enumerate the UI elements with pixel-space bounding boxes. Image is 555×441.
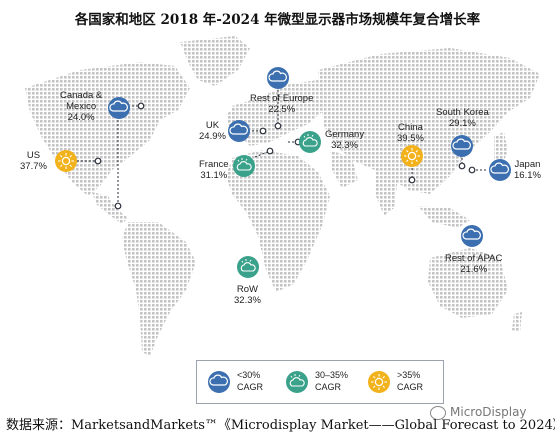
region-markers	[55, 67, 511, 278]
marker-canada-mexico	[108, 97, 130, 119]
label-south-korea: South Korea 29.1%	[436, 107, 489, 129]
watermark-text: MicroDisplay	[450, 405, 527, 419]
label-us: US 37.7%	[20, 150, 47, 172]
legend-item-low: <30% CAGR	[207, 367, 279, 397]
label-rest-of-apac: Rest of APAC 21.6%	[445, 253, 502, 275]
region-name: China	[398, 122, 423, 133]
region-name: France	[199, 159, 229, 170]
marker-japan	[489, 159, 511, 181]
marker-rest-of-europe	[267, 67, 289, 89]
region-cagr: 16.1%	[514, 170, 541, 181]
region-cagr: 39.5%	[397, 133, 424, 144]
region-cagr: 37.7%	[20, 161, 47, 172]
region-name: South Korea	[436, 107, 489, 118]
legend: <30% CAGR 30–35% CAGR >35% CAGR	[196, 360, 444, 404]
label-china: China 39.5%	[397, 122, 424, 144]
legend-label: <30% CAGR	[237, 370, 264, 392]
sun-icon	[368, 371, 390, 393]
marker-germany	[299, 131, 321, 153]
wechat-icon	[430, 405, 446, 420]
marker-uk	[228, 120, 250, 142]
chart-title: 各国家和地区 2018 年-2024 年微型显示器市场规模年复合增长率	[74, 12, 481, 28]
sun-cloud-icon	[286, 371, 308, 393]
region-cagr: 29.1%	[448, 118, 476, 129]
region-cagr: 32.3%	[234, 295, 261, 306]
cloud-icon	[208, 371, 230, 393]
region-cagr: 31.1%	[200, 170, 228, 181]
region-name: RoW	[236, 284, 259, 295]
region-cagr: 32.3%	[331, 140, 358, 151]
legend-item-mid: 30–35% CAGR	[285, 367, 365, 397]
label-germany: Germany 32.3%	[325, 129, 364, 151]
region-name: UK	[205, 120, 220, 131]
marker-south-korea	[451, 135, 473, 157]
region-name: Canada & Mexico	[60, 90, 103, 112]
legend-label: >35% CAGR	[397, 370, 424, 392]
region-name: Germany	[325, 129, 365, 140]
legend-label: 30–35% CAGR	[315, 370, 349, 392]
region-name: Rest of APAC	[445, 253, 503, 264]
label-canada-mexico: Canada & Mexico 24.0%	[60, 90, 102, 123]
label-uk: UK 24.9%	[199, 120, 226, 142]
region-cagr: 22.5%	[268, 104, 296, 115]
label-france: France 31.1%	[199, 159, 229, 181]
marker-china	[401, 145, 423, 167]
marker-france	[233, 155, 255, 177]
region-name: Rest of Europe	[250, 93, 314, 104]
marker-row	[237, 256, 259, 278]
region-name: Japan	[514, 159, 541, 170]
region-name: US	[26, 150, 41, 161]
watermark: MicroDisplay	[430, 405, 527, 420]
label-row: RoW 32.3%	[234, 284, 261, 306]
marker-us	[55, 150, 77, 172]
region-cagr: 24.9%	[199, 131, 226, 142]
region-cagr: 24.0%	[67, 112, 95, 123]
source-note: 数据来源：MarketsandMarkets™《Microdisplay Mar…	[6, 418, 555, 433]
region-cagr: 21.6%	[460, 264, 488, 275]
label-rest-of-europe: Rest of Europe 22.5%	[250, 93, 313, 115]
label-japan: Japan 16.1%	[514, 159, 541, 181]
legend-item-high: >35% CAGR	[367, 367, 437, 397]
marker-rest-of-apac	[461, 225, 483, 247]
location-dots	[94, 102, 476, 210]
